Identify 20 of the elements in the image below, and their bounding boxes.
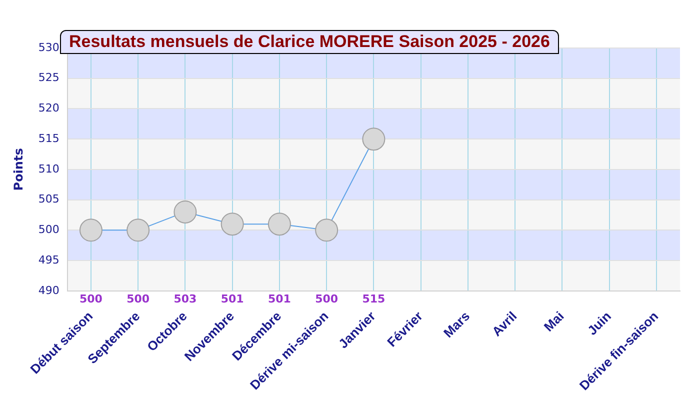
data-label: 500 xyxy=(79,292,103,306)
data-label: 501 xyxy=(220,292,244,306)
y-tick-label: 515 xyxy=(38,132,60,145)
data-label: 501 xyxy=(268,292,291,306)
data-label: 500 xyxy=(126,292,150,306)
y-axis-title: Points xyxy=(11,148,26,191)
chart-title: Resultats mensuels de Clarice MORERE Saison 2025 - 2026 xyxy=(60,30,559,54)
y-tick-label: 510 xyxy=(38,162,60,176)
y-tick-label: 500 xyxy=(38,223,60,236)
y-tick-label: 520 xyxy=(38,102,60,115)
data-label: 503 xyxy=(174,292,197,306)
y-tick-label: 525 xyxy=(38,71,60,84)
y-tick-label: 495 xyxy=(38,253,60,266)
data-label: 515 xyxy=(362,292,386,306)
y-tick-label: 505 xyxy=(38,192,60,206)
data-label: 500 xyxy=(315,292,338,306)
y-tick-label: 530 xyxy=(38,40,60,54)
y-tick-label: 490 xyxy=(38,284,60,297)
x-tick-label: Mai xyxy=(540,308,567,334)
x-tick-label: Juin xyxy=(584,308,614,338)
